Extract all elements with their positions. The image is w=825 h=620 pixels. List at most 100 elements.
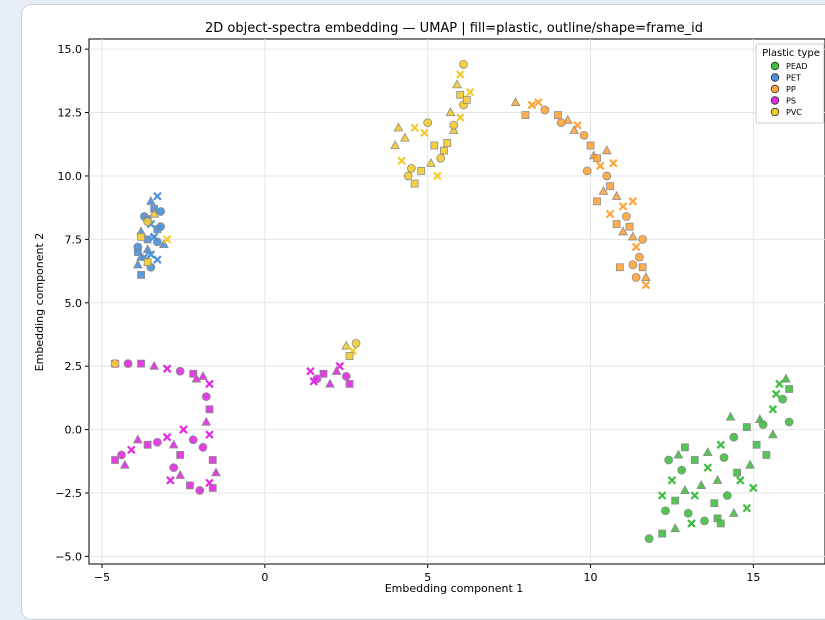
point-pvc [445, 107, 456, 117]
point-pvc [443, 139, 452, 147]
point-pead [778, 394, 788, 404]
point-pvc [433, 171, 442, 181]
point-pp [540, 105, 550, 115]
point-pead [771, 389, 781, 399]
point-pead [703, 463, 713, 472]
point-pead [729, 432, 739, 442]
point-pead [712, 474, 723, 484]
x-axis-ticks: −5 0 5 10 15 [94, 564, 760, 584]
point-pead [696, 480, 707, 489]
chart-title: 2D object-spectra embedding — UMAP | fil… [205, 21, 703, 36]
point-pvc [459, 59, 468, 69]
point-pp [618, 226, 628, 236]
point-ps [176, 451, 185, 459]
point-ps [143, 440, 152, 449]
point-pead [728, 507, 739, 517]
point-pet [133, 248, 142, 256]
point-pp [605, 209, 615, 219]
point-ps [201, 392, 211, 402]
point-ps [152, 437, 162, 447]
point-pet [156, 222, 166, 232]
point-pead [671, 496, 680, 505]
point-pead [781, 373, 791, 383]
point-pp [556, 118, 566, 128]
point-pvc [462, 95, 471, 104]
point-ps [162, 432, 172, 442]
point-pead [690, 491, 700, 500]
point-pvc [452, 79, 462, 89]
y-axis-label: Embedding component 2 [33, 233, 46, 372]
point-ps [319, 369, 328, 378]
y-tick-label: 2.5 [65, 360, 83, 373]
point-pvc [426, 157, 436, 167]
point-pvc [400, 132, 410, 142]
point-pvc [420, 128, 429, 138]
point-pp [628, 260, 638, 270]
y-tick-label: 7.5 [65, 233, 83, 246]
point-ps [345, 380, 354, 388]
point-pvc [351, 338, 361, 348]
point-pp [606, 182, 614, 191]
legend-label-pp: PP [786, 85, 796, 94]
point-ps [208, 484, 217, 492]
point-ps [137, 359, 146, 368]
point-pp [631, 242, 641, 252]
point-ps [175, 366, 185, 376]
point-pead [733, 468, 741, 477]
point-pp [612, 220, 621, 229]
point-pead [667, 476, 677, 485]
point-pead [758, 420, 768, 429]
point-pvc [143, 258, 152, 267]
point-pvc [345, 352, 354, 360]
point-ps [309, 377, 318, 386]
x-axis-label: Embedding component 1 [385, 582, 524, 595]
point-pvc [397, 156, 406, 166]
point-ps [208, 456, 217, 464]
point-ps [325, 378, 335, 388]
point-pead [742, 423, 751, 431]
point-ps [195, 486, 205, 495]
point-pead [725, 411, 736, 421]
point-pp [641, 280, 651, 290]
point-pp [638, 234, 648, 244]
point-pp [628, 197, 638, 206]
point-pvc [162, 235, 172, 244]
point-pp [593, 154, 601, 163]
point-pead [745, 459, 755, 469]
point-pp [596, 161, 605, 171]
point-pead [677, 465, 687, 475]
point-pead [716, 440, 726, 450]
x-tick-label: 10 [584, 571, 598, 584]
point-ps [205, 379, 214, 389]
point-pvc [436, 153, 446, 163]
point-pvc [403, 171, 413, 181]
point-pet [146, 195, 156, 205]
point-ps [186, 481, 194, 490]
point-pp [625, 222, 634, 231]
point-ps [168, 439, 179, 449]
point-pead [710, 499, 719, 508]
point-ps [205, 430, 214, 439]
point-ps [191, 373, 202, 383]
point-pvc [417, 166, 426, 175]
point-pet [132, 259, 143, 269]
point-pp [634, 252, 644, 262]
point-pead [768, 405, 778, 414]
point-pead [775, 379, 784, 389]
point-pead [722, 491, 732, 500]
point-pead [683, 508, 693, 518]
point-pet [153, 191, 162, 201]
point-ps [169, 463, 179, 473]
legend-label-pvc: PVC [786, 108, 802, 117]
point-pvc [449, 120, 459, 130]
plot-area [88, 38, 825, 565]
point-ps [111, 456, 119, 464]
point-pead [670, 523, 681, 533]
x-tick-label: 0 [261, 571, 268, 584]
y-tick-label: 12.5 [58, 107, 83, 120]
point-pp [615, 263, 624, 272]
point-pp [609, 158, 618, 168]
point-pead [768, 429, 778, 439]
point-pead [700, 516, 709, 526]
